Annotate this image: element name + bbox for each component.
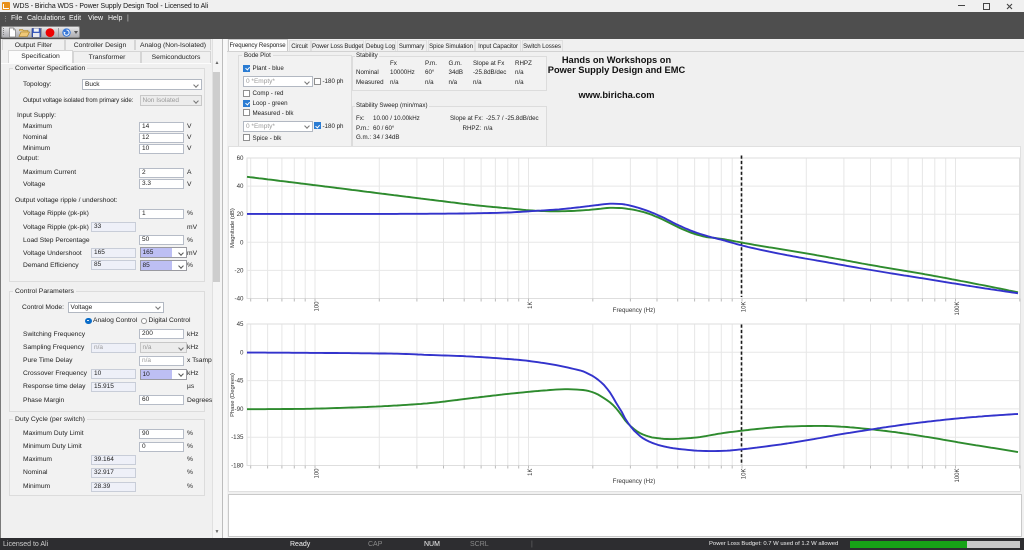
svg-text:1K: 1K bbox=[528, 302, 534, 309]
svg-text:10K: 10K bbox=[742, 302, 748, 313]
svg-text:40: 40 bbox=[237, 183, 244, 190]
svg-text:Frequency (Hz): Frequency (Hz) bbox=[613, 478, 656, 485]
svg-text:60: 60 bbox=[237, 155, 244, 162]
svg-text:45: 45 bbox=[237, 321, 244, 328]
svg-text:Frequency (Hz): Frequency (Hz) bbox=[613, 307, 656, 314]
svg-text:-135: -135 bbox=[231, 434, 244, 441]
svg-text:-45: -45 bbox=[235, 378, 245, 385]
svg-text:-180: -180 bbox=[231, 463, 244, 470]
svg-text:100: 100 bbox=[315, 468, 321, 479]
svg-text:100K: 100K bbox=[955, 469, 961, 483]
svg-text:1K: 1K bbox=[528, 469, 534, 476]
svg-text:Phase (Degrees): Phase (Degrees) bbox=[230, 373, 236, 417]
svg-text:-20: -20 bbox=[235, 267, 245, 274]
svg-text:-90: -90 bbox=[235, 406, 245, 413]
svg-text:Magnitude (dB): Magnitude (dB) bbox=[230, 208, 236, 248]
svg-text:20: 20 bbox=[237, 211, 244, 218]
svg-text:100K: 100K bbox=[955, 302, 961, 316]
svg-text:-40: -40 bbox=[235, 296, 245, 303]
svg-text:0: 0 bbox=[240, 349, 244, 356]
svg-text:10K: 10K bbox=[742, 469, 748, 480]
svg-text:100: 100 bbox=[315, 301, 321, 312]
svg-text:0: 0 bbox=[240, 239, 244, 246]
